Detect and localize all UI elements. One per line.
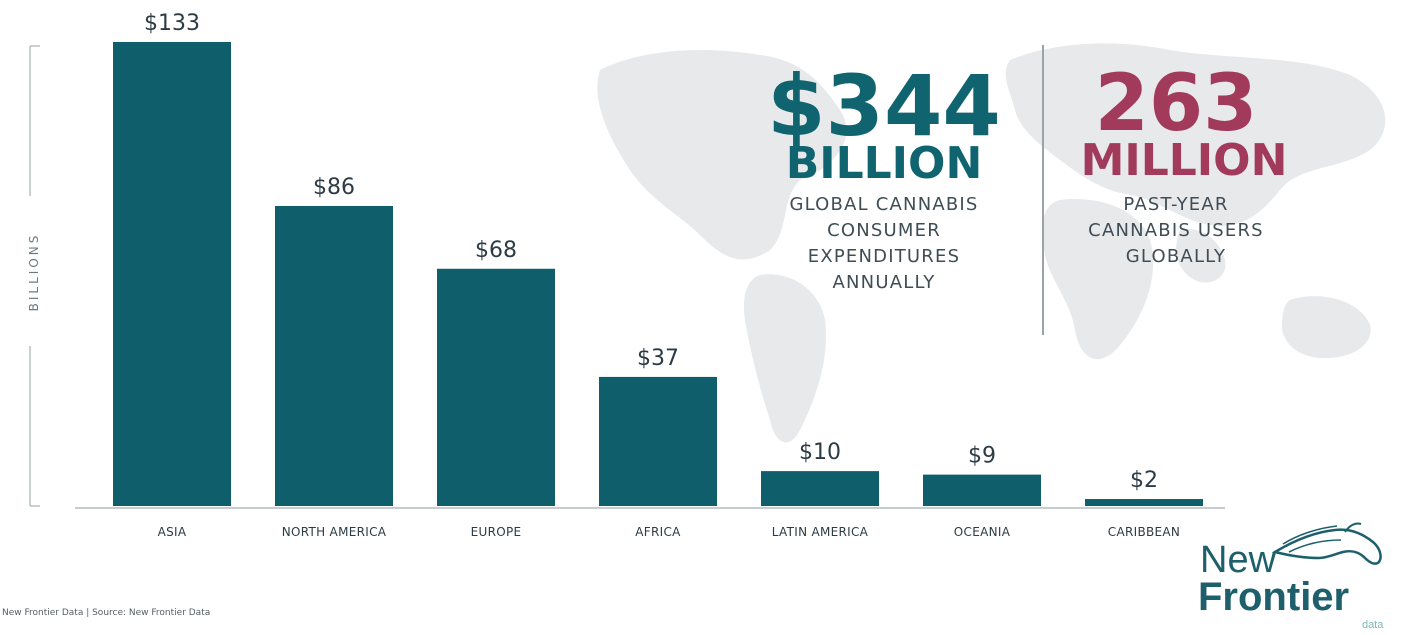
value-label-caribbean: $2 bbox=[1130, 468, 1158, 493]
logo-data: data bbox=[1362, 619, 1384, 631]
bar-europe bbox=[437, 268, 555, 506]
expenditure-desc-line-1: GLOBAL CANNABIS bbox=[789, 194, 978, 215]
value-label-latin-america: $10 bbox=[799, 440, 841, 465]
expenditure-stat: $344 BILLION GLOBAL CANNABIS CONSUMER EX… bbox=[767, 57, 1001, 293]
expenditure-value: $344 bbox=[767, 57, 1001, 155]
logo-frontier: Frontier bbox=[1198, 575, 1349, 619]
category-label-north-america: NORTH AMERICA bbox=[282, 525, 387, 539]
y-axis-bracket bbox=[29, 45, 40, 507]
users-desc-line-3: GLOBALLY bbox=[1126, 246, 1226, 267]
bar-caribbean bbox=[1085, 499, 1203, 506]
bar-north-america bbox=[275, 205, 393, 507]
value-label-europe: $68 bbox=[475, 238, 517, 263]
category-label-group: ASIA NORTH AMERICA EUROPE AFRICA LATIN AMERI… bbox=[158, 525, 1180, 539]
horse-head-logo-icon bbox=[1271, 522, 1382, 565]
expenditure-desc-line-3: EXPENDITURES bbox=[808, 246, 960, 267]
category-label-caribbean: CARIBBEAN bbox=[1108, 525, 1180, 539]
bar-oceania bbox=[923, 474, 1041, 506]
bar-group bbox=[113, 42, 1203, 507]
value-label-africa: $37 bbox=[637, 346, 679, 371]
users-value: 263 bbox=[1095, 59, 1258, 149]
category-label-asia: ASIA bbox=[158, 525, 187, 539]
users-desc-line-2: CANNABIS USERS bbox=[1088, 220, 1264, 241]
bar-africa bbox=[599, 376, 717, 506]
value-label-oceania: $9 bbox=[968, 444, 996, 469]
category-label-oceania: OCEANIA bbox=[954, 525, 1011, 539]
expenditure-desc-line-2: CONSUMER bbox=[827, 220, 941, 241]
value-label-asia: $133 bbox=[144, 11, 200, 36]
expenditure-unit: BILLION bbox=[786, 138, 983, 189]
source-note: New Frontier Data | Source: New Frontier… bbox=[2, 608, 210, 618]
category-label-europe: EUROPE bbox=[471, 525, 522, 539]
bar-asia bbox=[113, 42, 231, 506]
logo-new: New bbox=[1200, 539, 1277, 581]
users-stat: 263 MILLION PAST-YEAR CANNABIS USERS GLO… bbox=[1081, 59, 1288, 267]
users-desc-line-1: PAST-YEAR bbox=[1123, 194, 1228, 215]
expenditure-desc-line-4: ANNUALLY bbox=[833, 272, 936, 293]
users-unit: MILLION bbox=[1081, 135, 1288, 186]
world-map-background bbox=[597, 43, 1386, 443]
value-label-north-america: $86 bbox=[313, 175, 355, 200]
new-frontier-logo: New Frontier data bbox=[1198, 522, 1384, 631]
category-label-latin-america: LATIN AMERICA bbox=[772, 525, 869, 539]
category-label-africa: AFRICA bbox=[635, 525, 681, 539]
value-label-group: $133 $86 $68 $37 $10 $9 $2 bbox=[144, 11, 1158, 493]
bar-latin-america bbox=[761, 471, 879, 506]
y-axis-title: BILLIONS bbox=[27, 233, 41, 312]
